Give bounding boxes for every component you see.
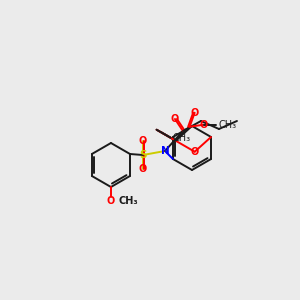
Text: CH₃: CH₃ <box>119 196 139 206</box>
Text: CH₃: CH₃ <box>172 133 191 143</box>
Text: CH₃: CH₃ <box>219 120 237 130</box>
Text: O: O <box>190 147 199 157</box>
Text: N: N <box>160 146 169 156</box>
Text: O: O <box>139 164 147 174</box>
Text: O: O <box>139 136 147 146</box>
Text: O: O <box>200 120 208 130</box>
Text: S: S <box>139 150 147 160</box>
Text: O: O <box>171 114 179 124</box>
Text: O: O <box>107 196 115 206</box>
Text: O: O <box>190 108 199 118</box>
